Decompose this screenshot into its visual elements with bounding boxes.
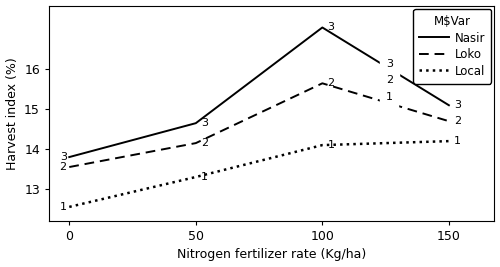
X-axis label: Nitrogen fertilizer rate (Kg/ha): Nitrogen fertilizer rate (Kg/ha) [177, 249, 366, 261]
Text: 2: 2 [328, 78, 334, 88]
Text: 2: 2 [454, 116, 461, 126]
Text: 1: 1 [60, 202, 66, 212]
Text: 1: 1 [201, 172, 208, 182]
Text: 3: 3 [454, 100, 461, 110]
Text: 3: 3 [328, 22, 334, 33]
Text: 2: 2 [386, 76, 393, 85]
Text: 1: 1 [328, 140, 334, 150]
Text: 3: 3 [386, 59, 393, 69]
Y-axis label: Harvest index (%): Harvest index (%) [6, 57, 18, 170]
Text: 3: 3 [60, 152, 66, 162]
Text: 2: 2 [60, 162, 66, 172]
Text: 2: 2 [201, 138, 208, 148]
Text: 1: 1 [386, 92, 393, 102]
Text: 3: 3 [201, 118, 208, 128]
Legend: Nasir, Loko, Local: Nasir, Loko, Local [413, 9, 491, 84]
Text: 1: 1 [454, 136, 461, 146]
